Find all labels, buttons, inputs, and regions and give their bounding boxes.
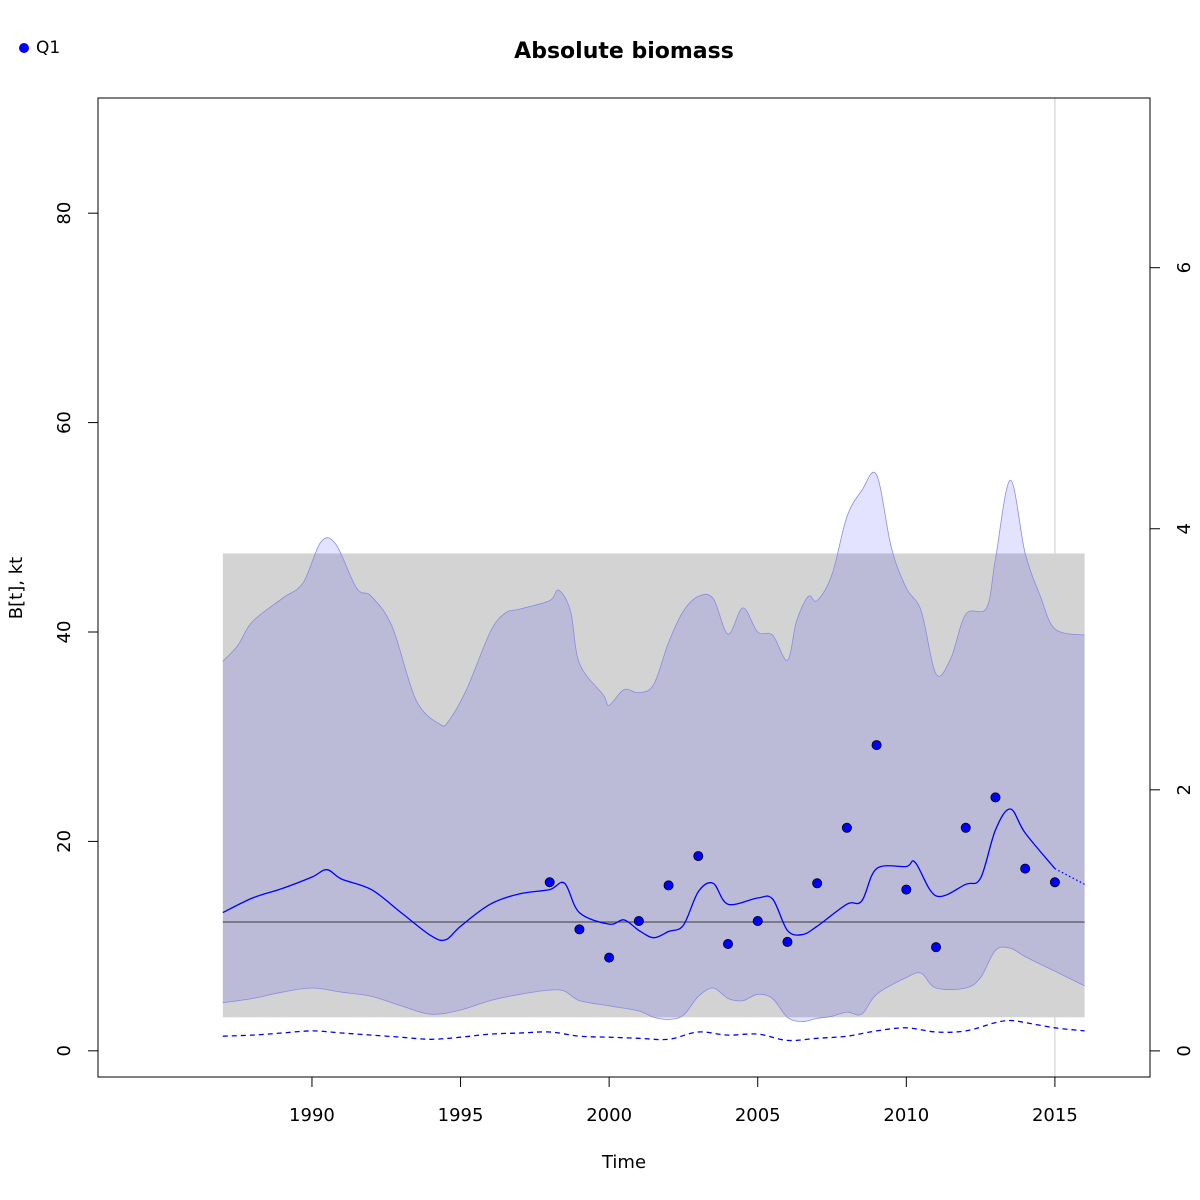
data-point [931, 942, 942, 953]
y-tick-label: 40 [54, 621, 75, 644]
data-point [901, 884, 912, 895]
x-tick-label: 2005 [735, 1105, 781, 1126]
x-axis-label: Time [601, 1152, 646, 1173]
data-point [812, 878, 823, 889]
forecast-line [1054, 868, 1085, 885]
data-point [604, 952, 615, 963]
data-point [841, 822, 852, 833]
data-point [1020, 863, 1031, 874]
data-point [752, 915, 763, 926]
reference-band [222, 553, 1085, 1018]
y2-tick-label: 4 [1174, 523, 1195, 534]
y-axis-label: B[t], kt [6, 557, 27, 619]
plot-layer [222, 98, 1085, 1077]
data-point [782, 936, 793, 947]
data-point [871, 740, 882, 751]
y-tick-label: 20 [54, 830, 75, 853]
y2-tick-label: 2 [1174, 784, 1195, 795]
x-tick-label: 1990 [289, 1105, 335, 1126]
legend: Q1 [19, 38, 60, 58]
legend-marker-q1 [19, 43, 29, 53]
data-point [693, 851, 704, 862]
chart-title: Absolute biomass [514, 39, 734, 64]
data-point [723, 939, 734, 950]
data-point [1049, 877, 1060, 888]
biomass-line [222, 808, 1056, 942]
y-axis-left: 0 20 40 60 80 [54, 202, 99, 1057]
data-point [990, 792, 1001, 803]
x-tick-label: 1995 [438, 1105, 484, 1126]
upper-bound-line [222, 471, 1085, 727]
x-tick-label: 2000 [586, 1105, 632, 1126]
legend-label-q1: Q1 [36, 38, 60, 58]
data-point [663, 880, 674, 891]
data-point [574, 924, 585, 935]
y-tick-label: 80 [54, 202, 75, 225]
data-point [633, 915, 644, 926]
x-tick-label: 2010 [883, 1105, 929, 1126]
lower-bound-line [222, 946, 1085, 1022]
y-tick-label: 0 [54, 1045, 75, 1056]
x-axis: 1990 1995 2000 2005 2010 2015 [289, 1076, 1078, 1126]
x-tick-label: 2015 [1032, 1105, 1078, 1126]
data-point [960, 822, 971, 833]
y-axis-right: 0 2 4 6 [1149, 262, 1195, 1057]
data-point [544, 877, 555, 888]
y-tick-label: 60 [54, 411, 75, 434]
y2-tick-label: 0 [1174, 1045, 1195, 1056]
dashed-line [222, 1019, 1085, 1042]
y2-tick-label: 6 [1174, 262, 1195, 273]
